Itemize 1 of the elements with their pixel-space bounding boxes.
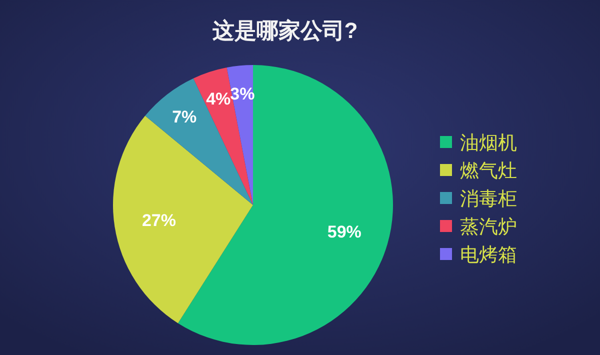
title: 这是哪家公司? (212, 18, 358, 43)
